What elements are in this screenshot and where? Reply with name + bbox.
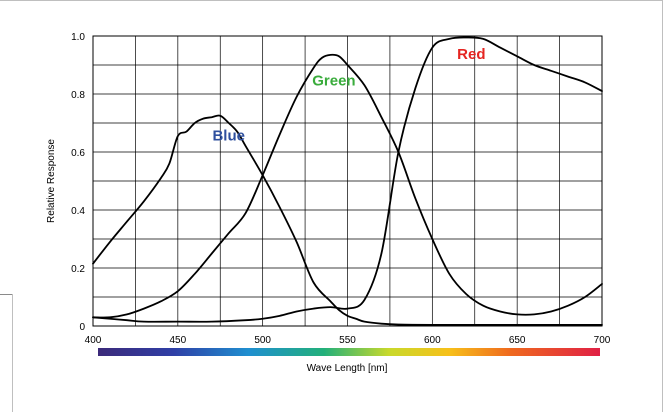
green-series-label: Green — [312, 72, 355, 89]
blue-series-line — [92, 114, 603, 326]
blue-series-label: Blue — [212, 127, 245, 144]
y-tick-label: 0.8 — [71, 90, 85, 101]
y-axis-ticks: 0 0.2 0.4 0.6 0.8 1.0 — [71, 32, 85, 333]
x-tick-label: 550 — [339, 335, 356, 346]
x-tick-label: 500 — [254, 335, 271, 346]
x-tick-label: 650 — [509, 335, 526, 346]
y-tick-label: 0.2 — [71, 264, 85, 275]
y-tick-label: 0 — [79, 322, 85, 333]
red-series-label: Red — [457, 46, 485, 63]
y-tick-label: 0.6 — [71, 148, 85, 159]
wavelength-spectrum-bar — [98, 348, 600, 356]
series-group: Blue Green Red — [92, 36, 603, 326]
y-axis-title: Relative Response — [46, 139, 57, 223]
x-tick-label: 450 — [169, 335, 186, 346]
x-axis-title: Wave Length [nm] — [307, 363, 388, 374]
x-axis-ticks: 400 450 500 550 600 650 700 — [85, 335, 611, 346]
red-series-line — [92, 36, 603, 323]
grid — [93, 36, 602, 326]
y-tick-label: 1.0 — [71, 32, 85, 43]
y-tick-label: 0.4 — [71, 206, 85, 217]
x-tick-label: 700 — [594, 335, 611, 346]
x-tick-label: 400 — [85, 335, 102, 346]
x-tick-label: 600 — [424, 335, 441, 346]
green-series-line — [92, 53, 603, 319]
